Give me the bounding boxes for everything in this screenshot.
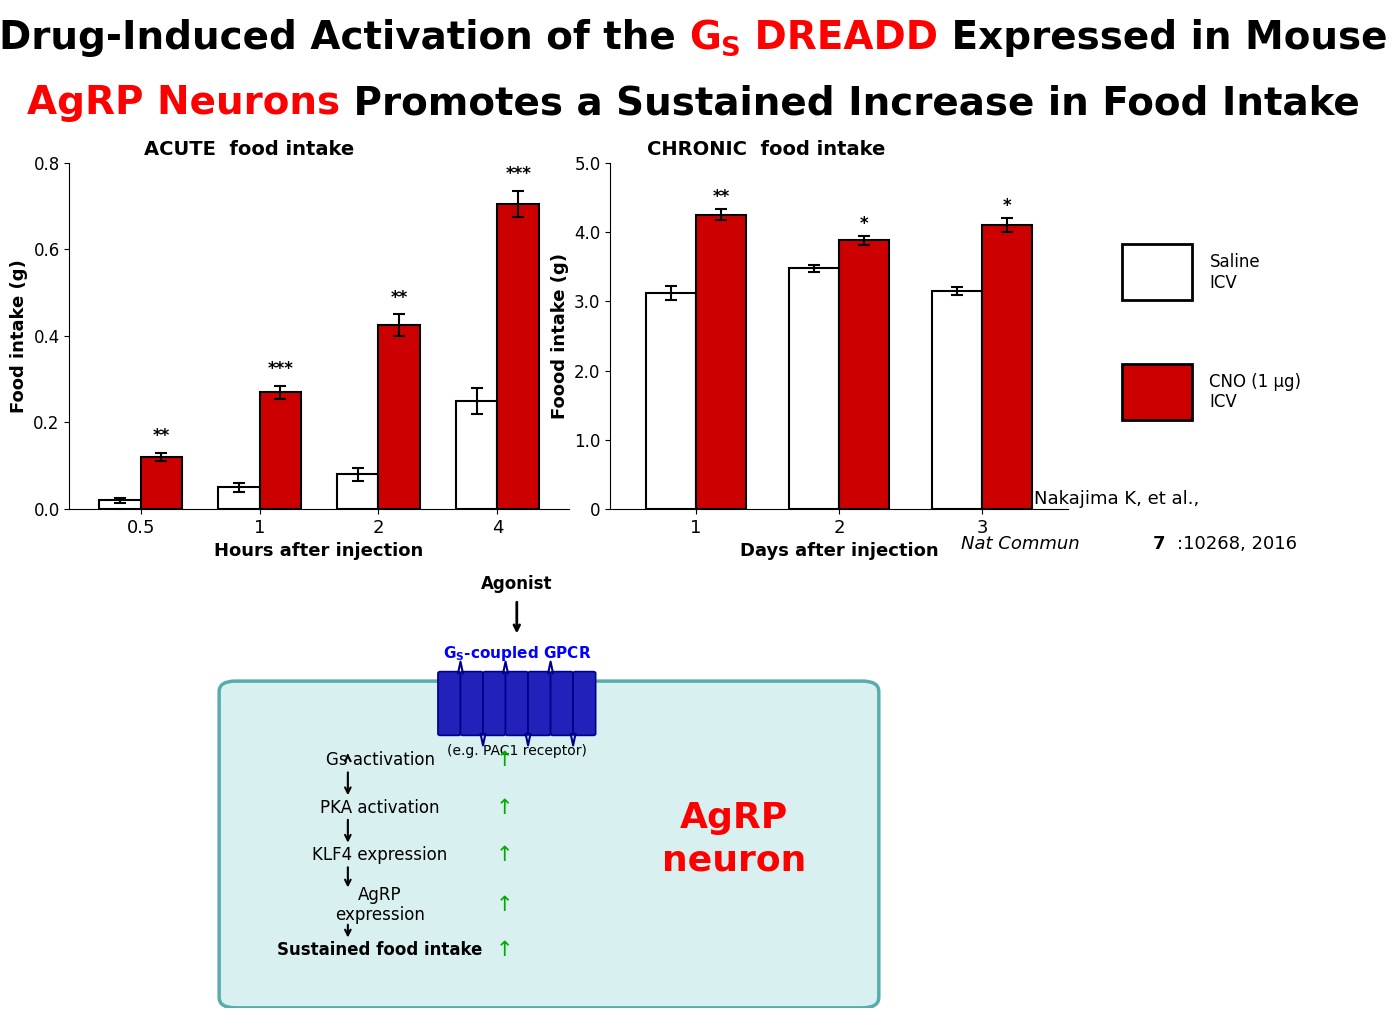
Text: ***: *** [505,165,531,183]
X-axis label: Hours after injection: Hours after injection [215,543,423,560]
Text: Drug-Induced Activation of the: Drug-Induced Activation of the [0,19,689,57]
Text: ↑: ↑ [497,845,513,865]
Text: Expressed in Mouse: Expressed in Mouse [938,19,1387,57]
Bar [98,501,140,509]
Bar [379,325,420,509]
X-axis label: Days after injection: Days after injection [739,543,939,560]
Text: Nat Commun: Nat Commun [961,534,1080,553]
Text: **: ** [713,187,730,206]
Bar [218,488,259,509]
Text: ACUTE  food intake: ACUTE food intake [144,139,355,159]
FancyBboxPatch shape [505,672,528,735]
Text: AgRP
neuron: AgRP neuron [662,801,806,878]
Text: PKA activation: PKA activation [320,798,440,816]
Text: ↑: ↑ [497,940,513,960]
Bar [696,215,746,509]
Text: G: G [689,19,721,57]
Text: Sustained food intake: Sustained food intake [277,941,483,959]
Text: AgRP Neurons: AgRP Neurons [28,84,340,122]
Text: ↑: ↑ [497,895,513,915]
Bar [982,225,1032,509]
Bar [140,457,182,509]
Bar [839,240,889,509]
FancyBboxPatch shape [551,672,573,735]
Text: ↑: ↑ [497,750,513,771]
Text: *: * [1003,196,1011,215]
Text: (e.g. PAC1 receptor): (e.g. PAC1 receptor) [447,744,587,757]
Text: ***: *** [268,360,293,378]
Bar [646,293,696,509]
FancyBboxPatch shape [438,672,460,735]
Text: Saline
ICV: Saline ICV [1209,252,1259,292]
Y-axis label: Foood intake (g): Foood intake (g) [551,252,569,419]
FancyBboxPatch shape [460,672,483,735]
Bar [259,392,301,509]
Bar [789,268,839,509]
Text: Nakajima K, et al.,: Nakajima K, et al., [1033,490,1200,508]
Text: :10268, 2016: :10268, 2016 [1178,534,1297,553]
Text: **: ** [391,288,408,306]
FancyBboxPatch shape [573,672,595,735]
FancyBboxPatch shape [528,672,551,735]
Text: **: ** [153,427,171,445]
FancyBboxPatch shape [1122,364,1191,419]
Text: 7: 7 [1153,534,1165,553]
Text: S: S [721,37,741,62]
Text: Promotes a Sustained Increase in Food Intake: Promotes a Sustained Increase in Food In… [340,84,1359,122]
Bar [456,401,498,509]
Text: AgRP
expression: AgRP expression [336,886,424,924]
FancyBboxPatch shape [1122,244,1191,300]
Text: CHRONIC  food intake: CHRONIC food intake [646,139,885,159]
Text: KLF4 expression: KLF4 expression [312,846,448,864]
Text: Agonist: Agonist [481,575,552,593]
FancyBboxPatch shape [483,672,505,735]
Bar [498,204,540,509]
Text: ↑: ↑ [497,797,513,817]
Text: DREADD: DREADD [741,19,938,57]
Text: $\mathbf{G_S}$-coupled GPCR: $\mathbf{G_S}$-coupled GPCR [442,643,591,663]
Bar [932,291,982,509]
Bar [337,474,379,509]
Text: Gs activation: Gs activation [326,751,434,770]
Text: *: * [860,215,868,233]
FancyBboxPatch shape [219,681,879,1008]
Text: CNO (1 μg)
ICV: CNO (1 μg) ICV [1209,373,1301,411]
Y-axis label: Food intake (g): Food intake (g) [10,259,28,413]
